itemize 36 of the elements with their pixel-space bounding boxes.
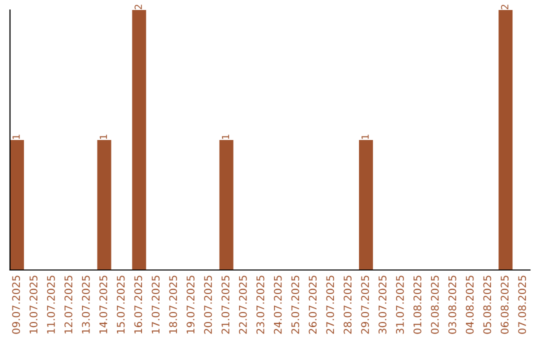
x-tick-label: 26.07.2025 bbox=[308, 276, 317, 334]
x-tick-label: 10.07.2025 bbox=[30, 276, 38, 334]
x-tick-label: 29.07.2025 bbox=[361, 276, 369, 334]
x-tick-label: 02.08.2025 bbox=[430, 276, 439, 334]
x-tick-label: 15.07.2025 bbox=[116, 276, 125, 334]
x-tick-label: 13.07.2025 bbox=[82, 276, 90, 334]
data-label: 1 bbox=[362, 134, 369, 139]
x-tick-label: 07.08.2025 bbox=[518, 276, 526, 334]
x-tick-label: 03.08.2025 bbox=[448, 276, 456, 334]
x-tick-label: 06.08.2025 bbox=[500, 276, 509, 334]
x-tick-label: 11.07.2025 bbox=[47, 276, 55, 334]
x-tick-label: 27.07.2025 bbox=[326, 276, 334, 334]
x-tick-label: 28.07.2025 bbox=[344, 276, 352, 334]
data-label: 2 bbox=[134, 4, 142, 10]
x-tick-label: 04.08.2025 bbox=[466, 276, 474, 334]
x-tick-label: 12.07.2025 bbox=[64, 276, 72, 334]
x-tick-label: 31.07.2025 bbox=[396, 276, 404, 334]
x-tick-label: 16.07.2025 bbox=[134, 276, 142, 334]
x-tick-label: 19.07.2025 bbox=[186, 276, 194, 334]
x-tick-label: 17.07.2025 bbox=[152, 276, 160, 334]
x-tick-label: 21.07.2025 bbox=[222, 276, 230, 334]
x-tick-label: 22.07.2025 bbox=[238, 276, 247, 334]
data-label: 2 bbox=[501, 4, 508, 10]
x-tick-label: 01.08.2025 bbox=[413, 276, 422, 334]
data-label: 1 bbox=[12, 134, 20, 139]
x-tick-label: 18.07.2025 bbox=[169, 276, 178, 334]
data-label: 1 bbox=[222, 134, 230, 139]
x-tick-label: 20.07.2025 bbox=[204, 276, 212, 334]
x-tick-label: 09.07.2025 bbox=[12, 276, 20, 334]
x-tick-label: 24.07.2025 bbox=[274, 276, 282, 334]
x-tick-label: 14.07.2025 bbox=[99, 276, 108, 334]
data-label: 1 bbox=[100, 134, 107, 139]
x-tick-label: 30.07.2025 bbox=[378, 276, 386, 334]
x-tick-label: 05.08.2025 bbox=[483, 276, 492, 334]
x-tick-label: 23.07.2025 bbox=[256, 276, 264, 334]
x-tick-label: 25.07.2025 bbox=[291, 276, 300, 334]
